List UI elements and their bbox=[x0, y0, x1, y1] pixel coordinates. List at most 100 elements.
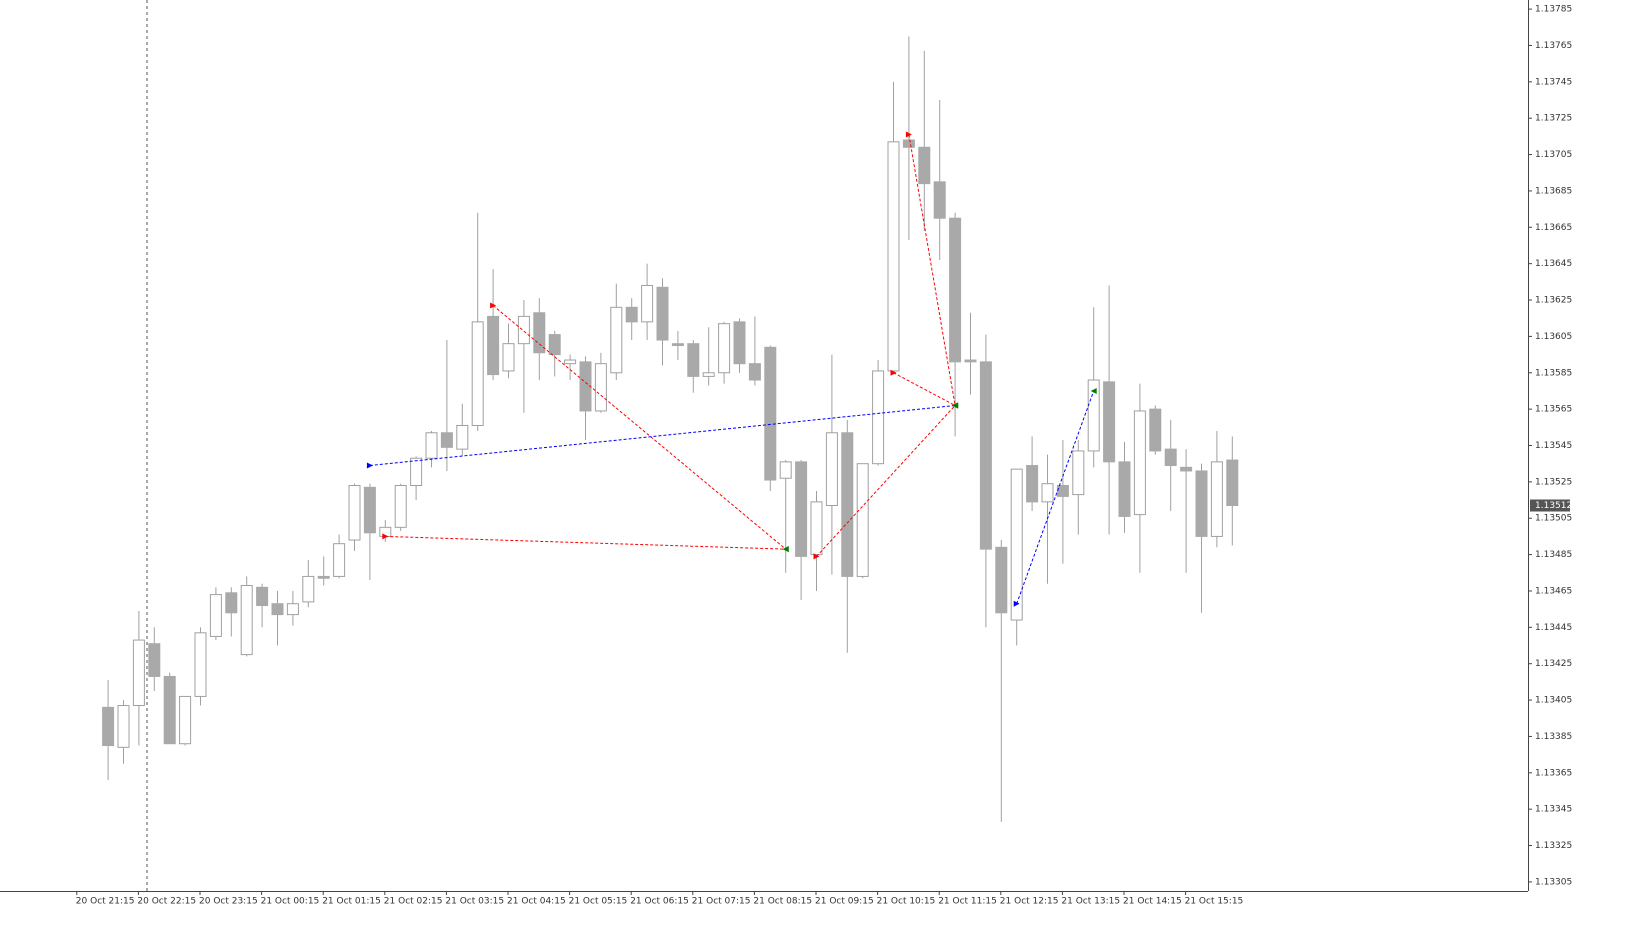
y-tick-label: 1.13565 bbox=[1535, 405, 1572, 415]
candle-body bbox=[440, 432, 453, 448]
candle-body bbox=[1180, 466, 1193, 472]
candle-body bbox=[779, 461, 792, 479]
x-tick-label: 21 Oct 01:15 bbox=[322, 897, 381, 907]
y-tick-label: 1.13445 bbox=[1535, 623, 1572, 633]
y-tick-label: 1.13685 bbox=[1535, 186, 1572, 196]
trade-line bbox=[908, 134, 956, 406]
candle-body bbox=[979, 361, 992, 550]
trade-entry bbox=[366, 462, 373, 469]
y-tick-label: 1.13345 bbox=[1535, 805, 1572, 815]
x-tick-label: 21 Oct 05:15 bbox=[569, 897, 628, 907]
candle-body bbox=[348, 485, 361, 541]
current-price-label: 1.13512 bbox=[1535, 501, 1572, 511]
x-tick-label: 21 Oct 10:15 bbox=[877, 897, 936, 907]
candle-body bbox=[333, 543, 346, 577]
x-tick-label: 20 Oct 22:15 bbox=[137, 897, 196, 907]
y-tick-label: 1.13665 bbox=[1535, 223, 1572, 233]
candle-body bbox=[256, 586, 269, 607]
trade-line bbox=[893, 372, 956, 406]
candle-body bbox=[872, 370, 885, 465]
x-tick-label: 21 Oct 00:15 bbox=[261, 897, 320, 907]
candle-body bbox=[656, 286, 669, 341]
candle-body bbox=[425, 432, 438, 459]
candle-body bbox=[456, 424, 469, 450]
candle-body bbox=[671, 343, 684, 346]
y-tick-label: 1.13305 bbox=[1535, 877, 1572, 887]
candle-body bbox=[641, 284, 654, 323]
y-tick-label: 1.13405 bbox=[1535, 696, 1572, 706]
candle-body bbox=[610, 306, 623, 374]
candle-body bbox=[825, 432, 838, 507]
candle-body bbox=[702, 372, 715, 377]
current-price-box bbox=[1530, 499, 1570, 512]
candle-body bbox=[918, 146, 931, 185]
y-tick-label: 1.13725 bbox=[1535, 114, 1572, 124]
trade-line bbox=[492, 305, 787, 550]
y-tick-label: 1.13325 bbox=[1535, 841, 1572, 851]
candle-body bbox=[132, 639, 145, 707]
trade-exit bbox=[1090, 387, 1097, 394]
candle-body bbox=[887, 141, 900, 372]
trade-entry bbox=[890, 369, 897, 376]
trade-line bbox=[1016, 390, 1095, 604]
y-tick-label: 1.13745 bbox=[1535, 77, 1572, 87]
trade-line bbox=[385, 535, 786, 550]
y-tick-label: 1.13505 bbox=[1535, 514, 1572, 524]
candle-body bbox=[1133, 410, 1146, 516]
x-tick-label: 21 Oct 13:15 bbox=[1061, 897, 1120, 907]
candle-body bbox=[1056, 485, 1069, 497]
candle-body bbox=[964, 359, 977, 363]
trade-exit bbox=[952, 402, 959, 409]
candle-body bbox=[949, 217, 962, 363]
candle-body bbox=[1210, 461, 1223, 537]
candle-body bbox=[841, 432, 854, 577]
candle-body bbox=[995, 546, 1008, 614]
trade-line bbox=[816, 405, 956, 557]
y-tick-label: 1.13365 bbox=[1535, 768, 1572, 778]
candle-body bbox=[687, 343, 700, 377]
candle-body bbox=[1164, 448, 1177, 467]
candle-body bbox=[271, 603, 284, 616]
candle-body bbox=[487, 315, 500, 376]
candle-body bbox=[179, 695, 192, 745]
y-tick-label: 1.13765 bbox=[1535, 41, 1572, 51]
candle-body bbox=[117, 705, 130, 748]
candle-body bbox=[209, 594, 222, 637]
x-tick-label: 21 Oct 06:15 bbox=[630, 897, 689, 907]
candle-body bbox=[148, 643, 161, 677]
trade-entry bbox=[1013, 600, 1020, 607]
x-tick-label: 21 Oct 07:15 bbox=[692, 897, 751, 907]
candle-body bbox=[1041, 483, 1054, 503]
candle-body bbox=[194, 632, 207, 697]
candle-body bbox=[764, 346, 777, 481]
candle-body bbox=[1087, 379, 1100, 452]
x-tick-label: 21 Oct 09:15 bbox=[815, 897, 874, 907]
candle-body bbox=[163, 675, 176, 745]
candle-body bbox=[564, 359, 577, 365]
candle-body bbox=[594, 363, 607, 412]
candle-body bbox=[856, 463, 869, 577]
y-tick-label: 1.13385 bbox=[1535, 732, 1572, 742]
candle-body bbox=[810, 501, 823, 556]
candle-body bbox=[517, 315, 530, 345]
x-tick-label: 21 Oct 03:15 bbox=[445, 897, 504, 907]
y-tick-label: 1.13785 bbox=[1535, 5, 1572, 15]
trade-entry bbox=[905, 131, 912, 138]
candle-body bbox=[502, 343, 515, 372]
x-tick-label: 21 Oct 14:15 bbox=[1123, 897, 1182, 907]
x-tick-label: 21 Oct 12:15 bbox=[1000, 897, 1059, 907]
candle-body bbox=[1195, 470, 1208, 537]
x-tick-label: 21 Oct 11:15 bbox=[938, 897, 997, 907]
y-tick-label: 1.13425 bbox=[1535, 659, 1572, 669]
candle-body bbox=[748, 363, 761, 381]
candle-body bbox=[225, 592, 238, 614]
candle-body bbox=[317, 575, 330, 579]
candle-body bbox=[1103, 381, 1116, 463]
trade-entry bbox=[813, 553, 820, 560]
candle-body bbox=[902, 139, 915, 148]
x-tick-label: 21 Oct 02:15 bbox=[384, 897, 443, 907]
candle-body bbox=[394, 485, 407, 528]
trade-entry bbox=[382, 533, 389, 540]
